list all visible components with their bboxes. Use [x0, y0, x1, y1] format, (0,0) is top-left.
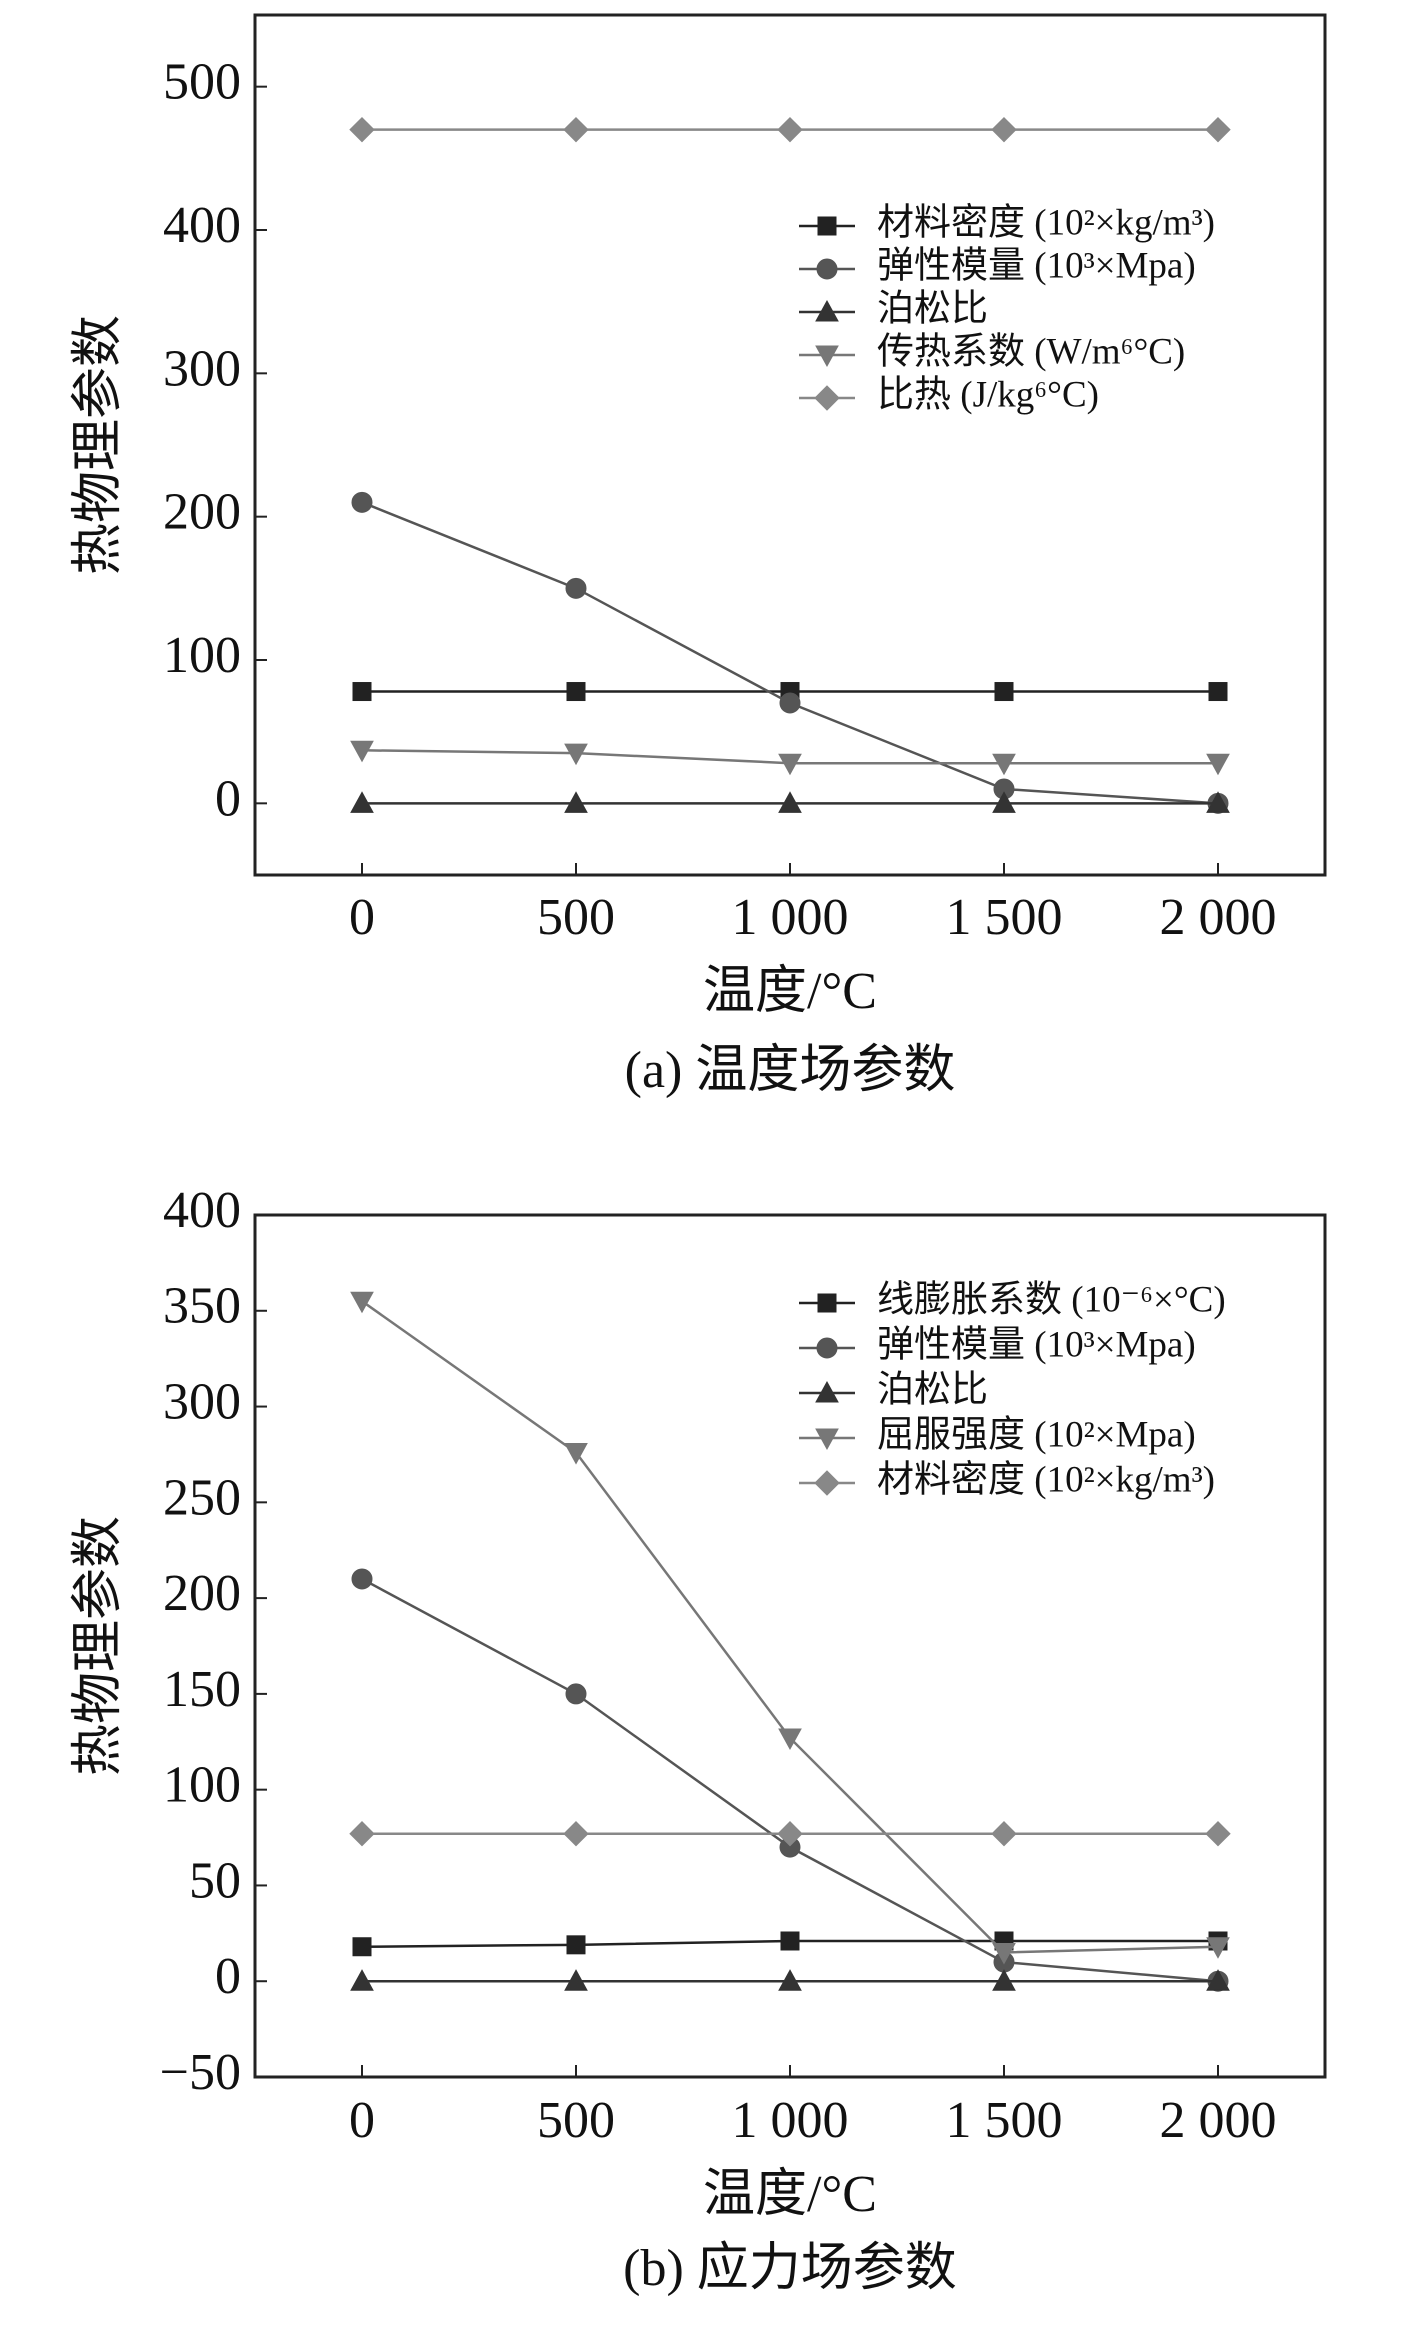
marker-square — [1208, 682, 1228, 702]
x-tick-label: 500 — [537, 889, 615, 946]
marker-triangle-down — [1206, 753, 1230, 776]
y-tick-label: 200 — [163, 1565, 241, 1622]
caption: (b) 应力场参数 — [623, 2240, 957, 2297]
marker-triangle — [992, 791, 1016, 813]
marker-triangle — [350, 791, 374, 813]
chart: 0 100 200 300 400 500 0 500 1 000 1 500 2 000 温度/°C… — [70, 13, 1327, 1099]
x-tick-label: 1 000 — [732, 889, 849, 946]
marker-triangle-down — [1206, 1937, 1230, 1959]
marker-square — [817, 1293, 837, 1313]
legend-label: 比热 (J/kg⁶°C) — [877, 374, 1099, 415]
marker-diamond — [563, 116, 589, 143]
marker-triangle-down — [815, 345, 839, 368]
legend-label: 泊松比 — [877, 1369, 988, 1410]
marker-circle — [565, 1683, 587, 1705]
legend-label: 线膨胀系数 (10⁻⁶×°C) — [877, 1278, 1226, 1320]
marker-triangle — [1206, 791, 1230, 813]
x-tick-label: 1 000 — [732, 2092, 849, 2149]
marker-triangle-down — [778, 753, 802, 776]
marker-triangle — [778, 1969, 802, 1991]
marker-triangle — [1206, 1969, 1230, 1991]
marker-square — [566, 682, 586, 702]
y-tick-label: 50 — [189, 1852, 241, 1909]
marker-diamond — [1205, 116, 1231, 143]
marker-square — [352, 1937, 372, 1957]
y-tick-label: 400 — [163, 1182, 241, 1239]
x-tick-label: 1 500 — [946, 889, 1063, 946]
y-tick-label: 300 — [163, 1373, 241, 1430]
marker-diamond — [563, 1821, 589, 1847]
x-tick-label: 0 — [349, 2092, 375, 2149]
x-tick-label: 0 — [349, 889, 375, 946]
legend-label: 屈服强度 (10²×Mpa) — [877, 1413, 1196, 1455]
y-tick-label: 350 — [163, 1278, 241, 1335]
marker-square — [352, 682, 372, 702]
marker-diamond — [991, 116, 1017, 143]
x-axis-label: 温度/°C — [703, 2166, 877, 2223]
marker-circle — [351, 491, 373, 513]
y-tick-label: 200 — [163, 484, 241, 541]
marker-diamond — [777, 1821, 803, 1847]
marker-triangle — [815, 1380, 839, 1403]
marker-triangle — [778, 791, 802, 813]
marker-diamond — [1205, 1821, 1231, 1847]
y-tick-label: 150 — [163, 1661, 241, 1718]
marker-diamond — [349, 1821, 375, 1847]
y-tick-label: 300 — [163, 340, 241, 397]
marker-square — [994, 682, 1014, 702]
marker-triangle-down — [350, 740, 374, 763]
marker-triangle — [564, 1969, 588, 1991]
y-tick-label: 100 — [163, 1757, 241, 1814]
marker-circle — [816, 1337, 838, 1359]
marker-triangle-down — [564, 1443, 588, 1465]
marker-diamond — [814, 385, 840, 411]
y-axis-label: 热物理参数 — [70, 1516, 127, 1776]
y-tick-label: 0 — [215, 770, 241, 827]
legend-label: 材料密度 (10²×kg/m³) — [877, 201, 1215, 243]
y-tick-label: −50 — [160, 2044, 241, 2101]
marker-triangle-down — [350, 1291, 374, 1314]
x-tick-label: 2 000 — [1160, 889, 1277, 946]
y-tick-label: 500 — [163, 54, 241, 111]
marker-circle — [779, 692, 801, 714]
marker-triangle-down — [992, 753, 1016, 776]
x-axis-label: 温度/°C — [703, 963, 877, 1020]
series-line — [361, 1577, 1219, 1983]
marker-square — [566, 1935, 586, 1955]
legend-label: 弹性模量 (10³×Mpa) — [877, 1323, 1196, 1365]
marker-triangle — [992, 1969, 1016, 1991]
legend-label: 泊松比 — [877, 288, 988, 329]
marker-diamond — [349, 116, 375, 143]
caption: (a) 温度场参数 — [625, 1042, 956, 1099]
legend-label: 传热系数 (W/m⁶°C) — [877, 330, 1185, 372]
marker-triangle-down — [992, 1942, 1016, 1965]
x-tick-label: 2 000 — [1160, 2092, 1277, 2149]
chart: −50 0 50 100 150 200 250 300 350 400 0 500 1 000 1 50… — [70, 1182, 1327, 2297]
plot-frame — [253, 13, 1327, 877]
marker-triangle-down — [815, 1428, 839, 1451]
marker-diamond — [814, 1470, 840, 1496]
marker-square — [817, 216, 837, 236]
marker-circle — [565, 577, 587, 599]
marker-triangle-down — [564, 743, 588, 766]
y-tick-label: 250 — [163, 1469, 241, 1526]
marker-diamond — [777, 116, 803, 143]
y-axis-label: 热物理参数 — [70, 315, 127, 575]
y-tick-label: 0 — [215, 1948, 241, 2005]
y-tick-label: 100 — [163, 627, 241, 684]
x-tick-label: 1 500 — [946, 2092, 1063, 2149]
legend-label: 弹性模量 (10³×Mpa) — [877, 244, 1196, 286]
marker-triangle-down — [778, 1728, 802, 1750]
y-tick-label: 400 — [163, 197, 241, 254]
marker-triangle — [350, 1969, 374, 1991]
marker-triangle — [564, 791, 588, 813]
marker-triangle — [815, 299, 839, 322]
legend-label: 材料密度 (10²×kg/m³) — [877, 1458, 1215, 1500]
marker-circle — [816, 258, 838, 280]
x-tick-label: 500 — [537, 2092, 615, 2149]
marker-diamond — [991, 1821, 1017, 1847]
marker-square — [780, 1931, 800, 1951]
marker-circle — [351, 1568, 373, 1590]
